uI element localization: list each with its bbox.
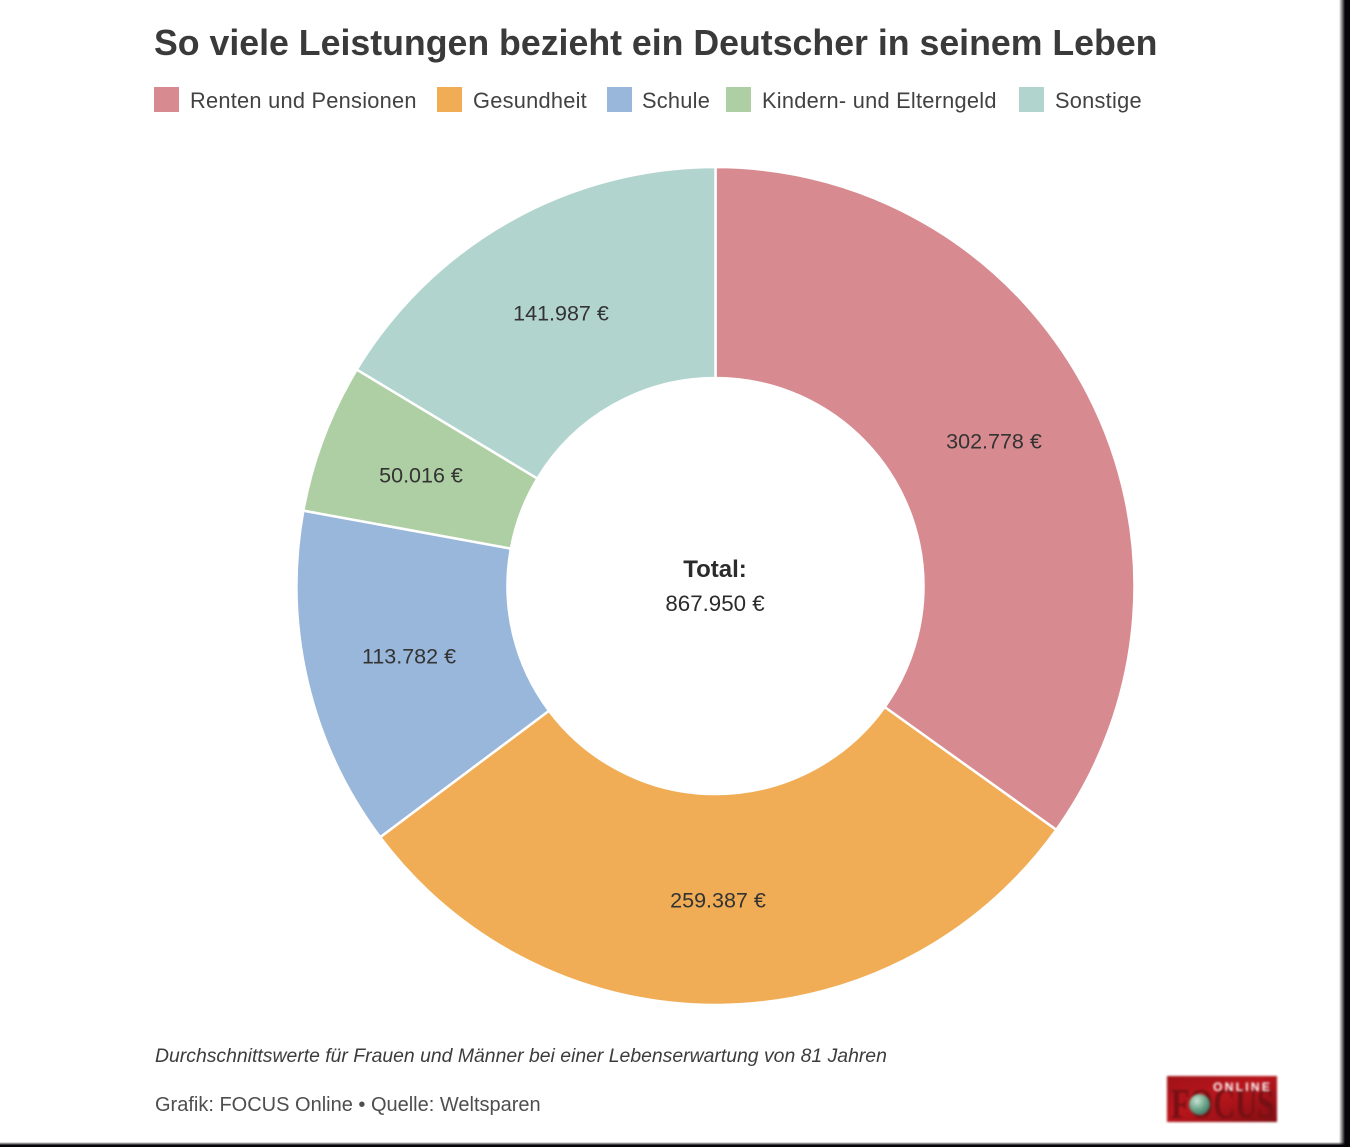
svg-text:ONLINE: ONLINE bbox=[1213, 1082, 1272, 1094]
svg-text:FOCUS: FOCUS bbox=[1171, 1082, 1274, 1122]
